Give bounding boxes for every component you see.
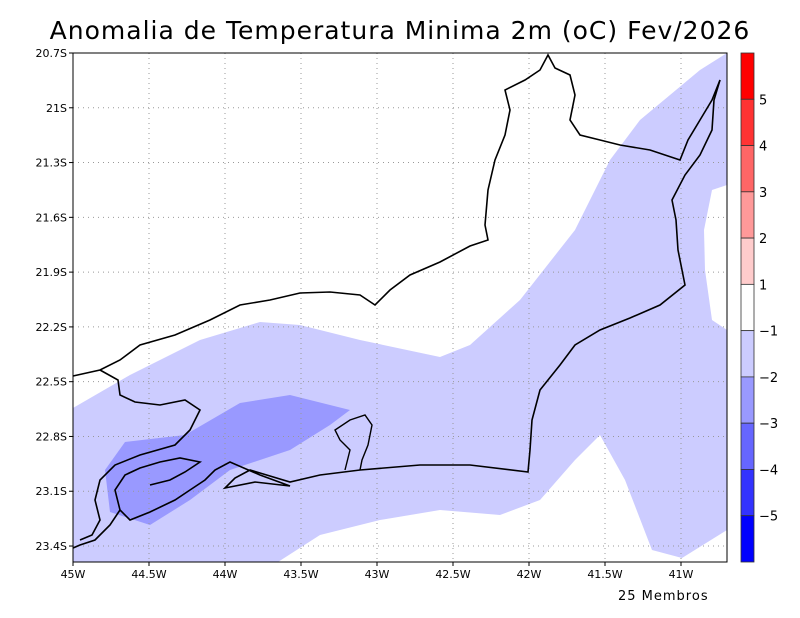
- colorbar-swatch: [740, 469, 755, 517]
- coastline-west-border: [79, 369, 202, 541]
- colorbar-swatch: [740, 283, 755, 332]
- colorbar-swatch: [740, 330, 755, 378]
- x-tick-label: 41W: [669, 568, 694, 581]
- colorbar-label: 3: [759, 186, 767, 201]
- x-tick-label: 45W: [61, 568, 86, 581]
- colorbar-swatch: [740, 98, 755, 146]
- coastline: [72, 79, 721, 549]
- y-tick-label: 22.8S: [36, 430, 67, 443]
- x-tick-label: 42W: [517, 568, 542, 581]
- x-tick-label: 41.5W: [587, 568, 622, 581]
- colorbar-swatch: [740, 237, 755, 285]
- colorbar-label: −1: [759, 325, 778, 340]
- x-tick-label: 43W: [365, 568, 390, 581]
- colorbar-label: −4: [759, 463, 778, 478]
- colorbar-label: −3: [759, 417, 778, 432]
- y-tick-label: 20.7S: [36, 47, 67, 60]
- y-axis: 20.7S 21S 21.3S 21.6S 21.9S 22.2S 22.5S 22.8S 23…: [36, 47, 73, 553]
- state-border: [72, 53, 721, 377]
- y-tick-label: 23.4S: [36, 540, 67, 553]
- anomaly-region-minus2-minus3: [105, 395, 350, 525]
- y-tick-label: 22.5S: [36, 376, 67, 389]
- colorbar-swatch: [740, 52, 755, 100]
- coastline-guanabara: [334, 414, 373, 471]
- y-tick-label: 21.3S: [36, 157, 67, 170]
- x-axis: 45W 44.5W 44W 43.5W 43W 42.5W 42W 41.5W 41W: [61, 562, 694, 581]
- colorbar-swatch: [740, 515, 755, 563]
- grid-lines: [73, 53, 727, 562]
- x-tick-label: 44W: [213, 568, 238, 581]
- colorbar-swatch: [740, 422, 755, 470]
- colorbar-label: −2: [759, 371, 778, 386]
- colorbar-swatch: [740, 191, 755, 239]
- plot-frame: [72, 52, 728, 563]
- y-tick-label: 21.9S: [36, 266, 67, 279]
- x-tick-label: 44.5W: [131, 568, 166, 581]
- colorbar-label: 5: [759, 93, 767, 108]
- x-tick-label: 43.5W: [283, 568, 318, 581]
- y-tick-label: 21S: [46, 102, 67, 115]
- y-tick-label: 21.6S: [36, 211, 67, 224]
- colorbar-label: 4: [759, 140, 767, 155]
- colorbar-label: 1: [759, 278, 767, 293]
- colorbar-swatch: [740, 376, 755, 424]
- y-tick-label: 22.2S: [36, 321, 67, 334]
- chart-title: Anomalia de Temperatura Minima 2m (oC) F…: [49, 16, 751, 45]
- colorbar-swatch: [740, 145, 755, 193]
- y-tick-label: 23.1S: [36, 485, 67, 498]
- members-label: 25 Membros: [618, 589, 709, 604]
- x-tick-label: 42.5W: [435, 568, 470, 581]
- colorbar-label: 2: [759, 232, 767, 247]
- colorbar: 5 4 3 2 1 −1 −2 −3 −4 −5: [740, 52, 778, 563]
- colorbar-label: −5: [759, 510, 778, 525]
